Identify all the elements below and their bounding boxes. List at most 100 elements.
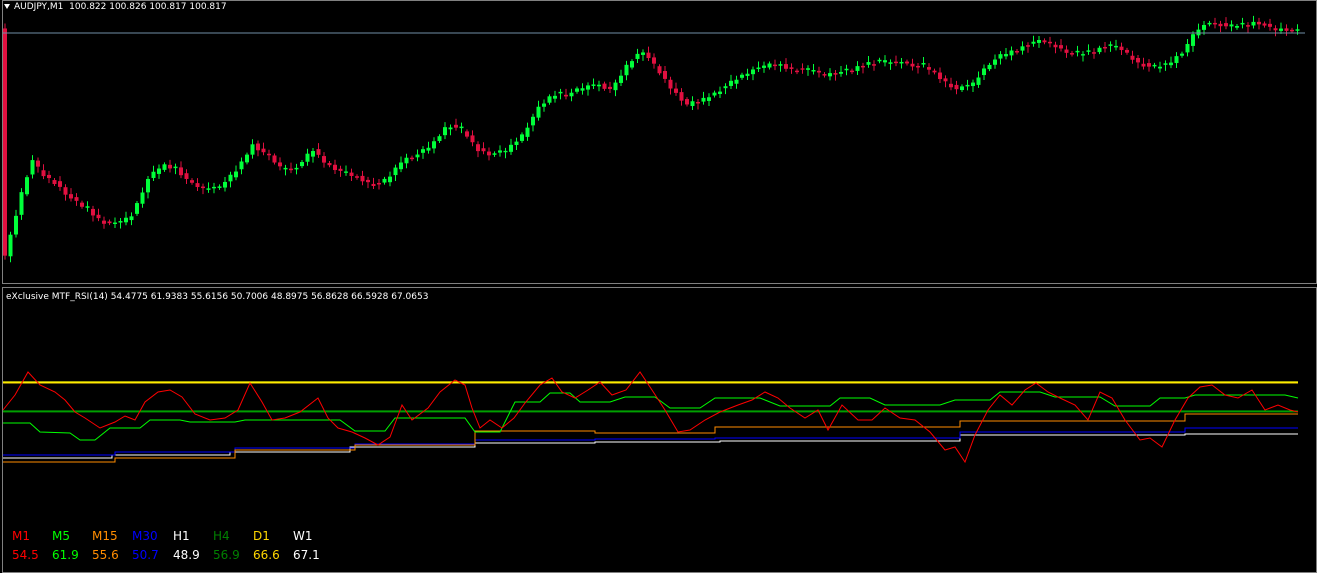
candle — [1191, 34, 1195, 46]
candle — [635, 53, 640, 59]
candle — [426, 147, 431, 151]
candle — [597, 84, 601, 87]
candle — [1213, 22, 1217, 25]
candle — [1152, 64, 1157, 67]
candle — [1136, 57, 1140, 63]
candle — [575, 88, 579, 92]
candle — [179, 167, 183, 176]
candle — [74, 197, 79, 201]
candle — [1086, 50, 1091, 52]
candle — [415, 154, 420, 158]
candle — [1251, 21, 1256, 26]
candle — [267, 153, 271, 156]
candle — [932, 70, 937, 73]
candle — [1235, 25, 1239, 28]
candle — [3, 28, 7, 256]
candle — [1042, 40, 1047, 43]
candle — [1125, 49, 1129, 53]
candle — [1108, 44, 1113, 46]
candle — [1130, 55, 1135, 60]
candle — [8, 234, 13, 257]
candle — [712, 92, 717, 96]
candle — [663, 71, 667, 79]
triangle-down-icon[interactable] — [4, 4, 10, 9]
candle — [850, 70, 854, 73]
candle — [976, 77, 981, 85]
price-chart[interactable] — [0, 0, 1317, 286]
timeframe-name: H4 — [213, 529, 230, 543]
candle — [311, 151, 315, 157]
candle — [1147, 63, 1151, 67]
candle — [465, 131, 469, 137]
candle — [151, 171, 156, 178]
candle — [756, 67, 761, 70]
candle — [157, 168, 161, 174]
candle — [1246, 25, 1250, 27]
candle — [619, 75, 623, 83]
candle — [476, 144, 480, 152]
candle — [1081, 54, 1085, 56]
candle — [806, 68, 810, 70]
candle — [580, 88, 585, 91]
candle — [696, 101, 700, 104]
indicator-values: 54.4775 61.9383 55.6156 50.7006 48.8975 … — [110, 292, 429, 302]
candle — [1174, 56, 1179, 64]
candle — [1224, 23, 1228, 27]
candle — [96, 214, 101, 219]
candle — [256, 143, 260, 151]
candle — [872, 64, 876, 66]
candle — [448, 127, 453, 130]
candle — [514, 141, 519, 145]
candle — [217, 186, 222, 188]
candle — [740, 74, 744, 78]
candle — [25, 177, 29, 195]
candle — [404, 157, 409, 164]
candle — [85, 206, 90, 208]
candle — [272, 155, 277, 163]
candle — [1185, 44, 1190, 53]
indicator-panel-frame — [2, 287, 1317, 573]
candle — [261, 148, 266, 153]
candle — [113, 222, 117, 224]
candle — [173, 166, 178, 169]
candle — [201, 186, 205, 189]
candle — [52, 180, 57, 185]
candle — [283, 167, 288, 170]
candle — [1196, 29, 1201, 36]
candle — [558, 91, 563, 94]
candle — [674, 88, 678, 93]
candle — [1097, 47, 1102, 53]
candle — [498, 150, 502, 153]
candle — [1092, 52, 1096, 54]
candle — [454, 124, 458, 128]
candle — [877, 59, 882, 62]
candle — [30, 160, 35, 175]
candle — [888, 62, 893, 64]
candle — [641, 52, 645, 55]
timeframe-value: 56.9 — [213, 548, 240, 562]
candle — [1290, 29, 1294, 32]
candle — [767, 63, 772, 68]
candle — [866, 62, 871, 65]
candle — [1169, 62, 1173, 66]
candle — [916, 65, 920, 68]
candle — [657, 66, 662, 74]
candle — [245, 154, 249, 163]
candle — [1202, 24, 1206, 30]
candle — [707, 97, 711, 101]
candle — [894, 61, 898, 64]
candle — [553, 95, 557, 99]
candle — [531, 116, 535, 126]
rsi-line-m15 — [3, 413, 1298, 463]
candle — [822, 74, 827, 76]
candle — [630, 61, 634, 68]
candle — [998, 54, 1003, 59]
candle — [146, 178, 150, 193]
candle — [1158, 66, 1162, 69]
timeframe-value: 48.9 — [173, 548, 200, 562]
candle — [1218, 23, 1223, 27]
candle — [487, 151, 491, 156]
candle — [883, 60, 887, 63]
